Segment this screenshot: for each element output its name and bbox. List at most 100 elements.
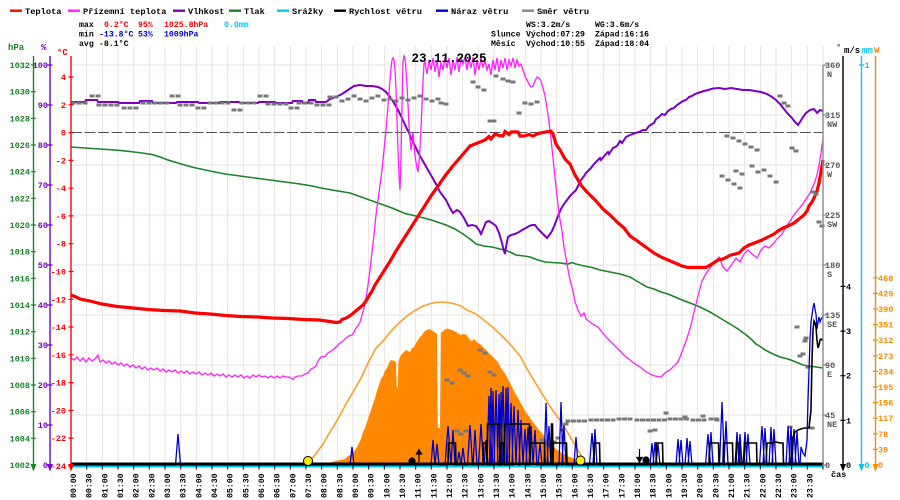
svg-text:Měsíc: Měsíc bbox=[491, 39, 516, 49]
svg-text:1004: 1004 bbox=[10, 434, 30, 444]
svg-text:117: 117 bbox=[878, 414, 893, 424]
svg-text:Tlak: Tlak bbox=[244, 7, 265, 17]
svg-text:234: 234 bbox=[878, 367, 893, 377]
svg-text:m/s: m/s bbox=[844, 46, 860, 56]
svg-text:E: E bbox=[827, 370, 832, 380]
svg-text:mm: mm bbox=[862, 46, 873, 56]
svg-text:Rychlost větru: Rychlost větru bbox=[349, 7, 422, 17]
svg-text:135: 135 bbox=[825, 311, 840, 321]
svg-text:10:30: 10:30 bbox=[399, 473, 408, 498]
svg-text:-13.8°C: -13.8°C bbox=[99, 31, 133, 40]
svg-text:95%: 95% bbox=[138, 21, 153, 30]
svg-text:195: 195 bbox=[878, 383, 893, 393]
svg-text:50: 50 bbox=[38, 261, 48, 271]
svg-text:0: 0 bbox=[846, 461, 851, 471]
svg-text:14:30: 14:30 bbox=[524, 473, 533, 498]
svg-text:06:00: 06:00 bbox=[258, 473, 267, 498]
svg-text:23:30: 23:30 bbox=[806, 473, 815, 498]
svg-text:08:30: 08:30 bbox=[336, 473, 345, 498]
svg-text:10:00: 10:00 bbox=[383, 473, 392, 498]
svg-text:17:30: 17:30 bbox=[618, 473, 627, 498]
svg-text:11:00: 11:00 bbox=[415, 473, 424, 498]
svg-text:1008: 1008 bbox=[10, 381, 30, 391]
svg-text:1024: 1024 bbox=[10, 168, 30, 178]
svg-text:3: 3 bbox=[846, 327, 851, 337]
svg-text:-8: -8 bbox=[56, 240, 66, 250]
svg-text:23.11.2025: 23.11.2025 bbox=[411, 52, 486, 66]
svg-text:13:00: 13:00 bbox=[477, 473, 486, 498]
svg-text:53%: 53% bbox=[138, 31, 153, 40]
svg-text:1016: 1016 bbox=[10, 274, 30, 284]
svg-text:02:30: 02:30 bbox=[148, 473, 157, 498]
svg-text:03:30: 03:30 bbox=[180, 473, 189, 498]
svg-text:23:00: 23:00 bbox=[791, 473, 800, 498]
svg-text:0: 0 bbox=[43, 461, 48, 471]
svg-text:-4: -4 bbox=[56, 184, 66, 194]
svg-text:312: 312 bbox=[878, 336, 893, 346]
svg-text:21:30: 21:30 bbox=[744, 473, 753, 498]
svg-text:0.2°C: 0.2°C bbox=[104, 21, 129, 30]
svg-text:1030: 1030 bbox=[10, 88, 30, 98]
svg-text:-16: -16 bbox=[51, 351, 66, 361]
svg-text:21:00: 21:00 bbox=[728, 473, 737, 498]
svg-text:SE: SE bbox=[827, 320, 837, 330]
svg-text:1: 1 bbox=[846, 416, 851, 426]
svg-text:1002: 1002 bbox=[10, 461, 30, 471]
svg-text:avg: avg bbox=[79, 40, 94, 49]
svg-text:0: 0 bbox=[878, 461, 883, 471]
svg-text:1028: 1028 bbox=[10, 114, 30, 124]
svg-text:07:00: 07:00 bbox=[289, 473, 298, 498]
svg-text:15:30: 15:30 bbox=[556, 473, 565, 498]
svg-text:S: S bbox=[827, 270, 832, 280]
svg-text:270: 270 bbox=[825, 161, 840, 171]
svg-text:4: 4 bbox=[61, 73, 66, 83]
svg-text:1025.8hPa: 1025.8hPa bbox=[164, 20, 208, 30]
svg-text:16:30: 16:30 bbox=[587, 473, 596, 498]
svg-text:20:00: 20:00 bbox=[697, 473, 706, 498]
svg-text:14:00: 14:00 bbox=[509, 473, 518, 498]
svg-text:39: 39 bbox=[878, 445, 888, 455]
svg-text:273: 273 bbox=[878, 352, 893, 362]
svg-text:90: 90 bbox=[825, 361, 835, 371]
svg-text:20: 20 bbox=[38, 381, 48, 391]
svg-text:0: 0 bbox=[61, 129, 66, 139]
svg-text:468: 468 bbox=[878, 274, 893, 284]
svg-text:%: % bbox=[41, 43, 47, 53]
svg-text:1020: 1020 bbox=[10, 221, 30, 231]
svg-text:30: 30 bbox=[38, 341, 48, 351]
svg-text:4: 4 bbox=[846, 282, 851, 292]
svg-text:N: N bbox=[827, 70, 832, 80]
svg-text:20:30: 20:30 bbox=[712, 473, 721, 498]
svg-text:0: 0 bbox=[865, 461, 870, 471]
svg-text:80: 80 bbox=[38, 141, 48, 151]
svg-text:NW: NW bbox=[827, 120, 838, 130]
svg-text:Náraz větru: Náraz větru bbox=[451, 7, 508, 17]
svg-text:Slunce: Slunce bbox=[491, 30, 521, 40]
svg-text:Západ:18:04: Západ:18:04 bbox=[595, 39, 649, 49]
svg-text:19:30: 19:30 bbox=[681, 473, 690, 498]
svg-text:00:30: 00:30 bbox=[86, 473, 95, 498]
svg-text:45: 45 bbox=[825, 411, 835, 421]
svg-text:0.0mm: 0.0mm bbox=[224, 21, 249, 30]
svg-text:-18: -18 bbox=[51, 379, 66, 389]
svg-text:Srážky: Srážky bbox=[292, 7, 324, 17]
svg-text:17:00: 17:00 bbox=[603, 473, 612, 498]
svg-text:01:30: 01:30 bbox=[117, 473, 126, 498]
svg-text:1010: 1010 bbox=[10, 354, 30, 364]
svg-text:W: W bbox=[827, 170, 833, 180]
svg-text:13:30: 13:30 bbox=[493, 473, 502, 498]
svg-text:1022: 1022 bbox=[10, 194, 30, 204]
svg-text:0: 0 bbox=[825, 461, 830, 471]
svg-text:315: 315 bbox=[825, 111, 840, 121]
svg-text:-12: -12 bbox=[51, 295, 66, 305]
svg-text:1012: 1012 bbox=[10, 328, 30, 338]
svg-text:12:00: 12:00 bbox=[446, 473, 455, 498]
svg-text:156: 156 bbox=[878, 399, 893, 409]
svg-text:1: 1 bbox=[865, 61, 870, 71]
svg-text:max: max bbox=[79, 21, 94, 30]
svg-text:-24: -24 bbox=[51, 462, 66, 472]
svg-text:1026: 1026 bbox=[10, 141, 30, 151]
svg-text:Východ:10:55: Východ:10:55 bbox=[526, 39, 585, 49]
svg-text:-20: -20 bbox=[51, 406, 66, 416]
svg-text:70: 70 bbox=[38, 181, 48, 191]
